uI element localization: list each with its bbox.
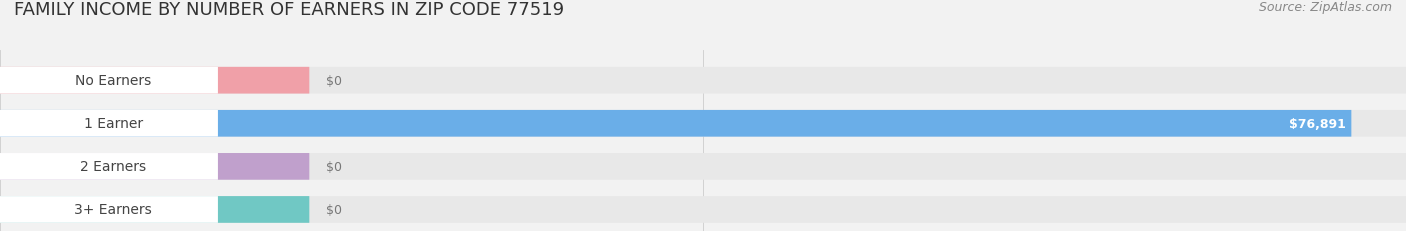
Text: 1 Earner: 1 Earner [84,117,143,131]
FancyBboxPatch shape [0,196,218,223]
FancyBboxPatch shape [0,153,309,180]
FancyBboxPatch shape [0,67,218,94]
Text: 2 Earners: 2 Earners [80,160,146,174]
FancyBboxPatch shape [0,67,1406,94]
FancyBboxPatch shape [0,153,218,180]
Text: Source: ZipAtlas.com: Source: ZipAtlas.com [1258,1,1392,14]
Text: $0: $0 [326,74,342,87]
Text: $0: $0 [326,203,342,216]
FancyBboxPatch shape [0,67,309,94]
Text: FAMILY INCOME BY NUMBER OF EARNERS IN ZIP CODE 77519: FAMILY INCOME BY NUMBER OF EARNERS IN ZI… [14,1,564,19]
FancyBboxPatch shape [0,153,1406,180]
Text: 3+ Earners: 3+ Earners [75,203,152,216]
FancyBboxPatch shape [0,196,309,223]
Text: No Earners: No Earners [75,74,152,88]
Text: $0: $0 [326,160,342,173]
FancyBboxPatch shape [0,110,1351,137]
Text: $76,891: $76,891 [1289,117,1346,130]
FancyBboxPatch shape [0,110,218,137]
FancyBboxPatch shape [0,196,1406,223]
FancyBboxPatch shape [0,110,1406,137]
